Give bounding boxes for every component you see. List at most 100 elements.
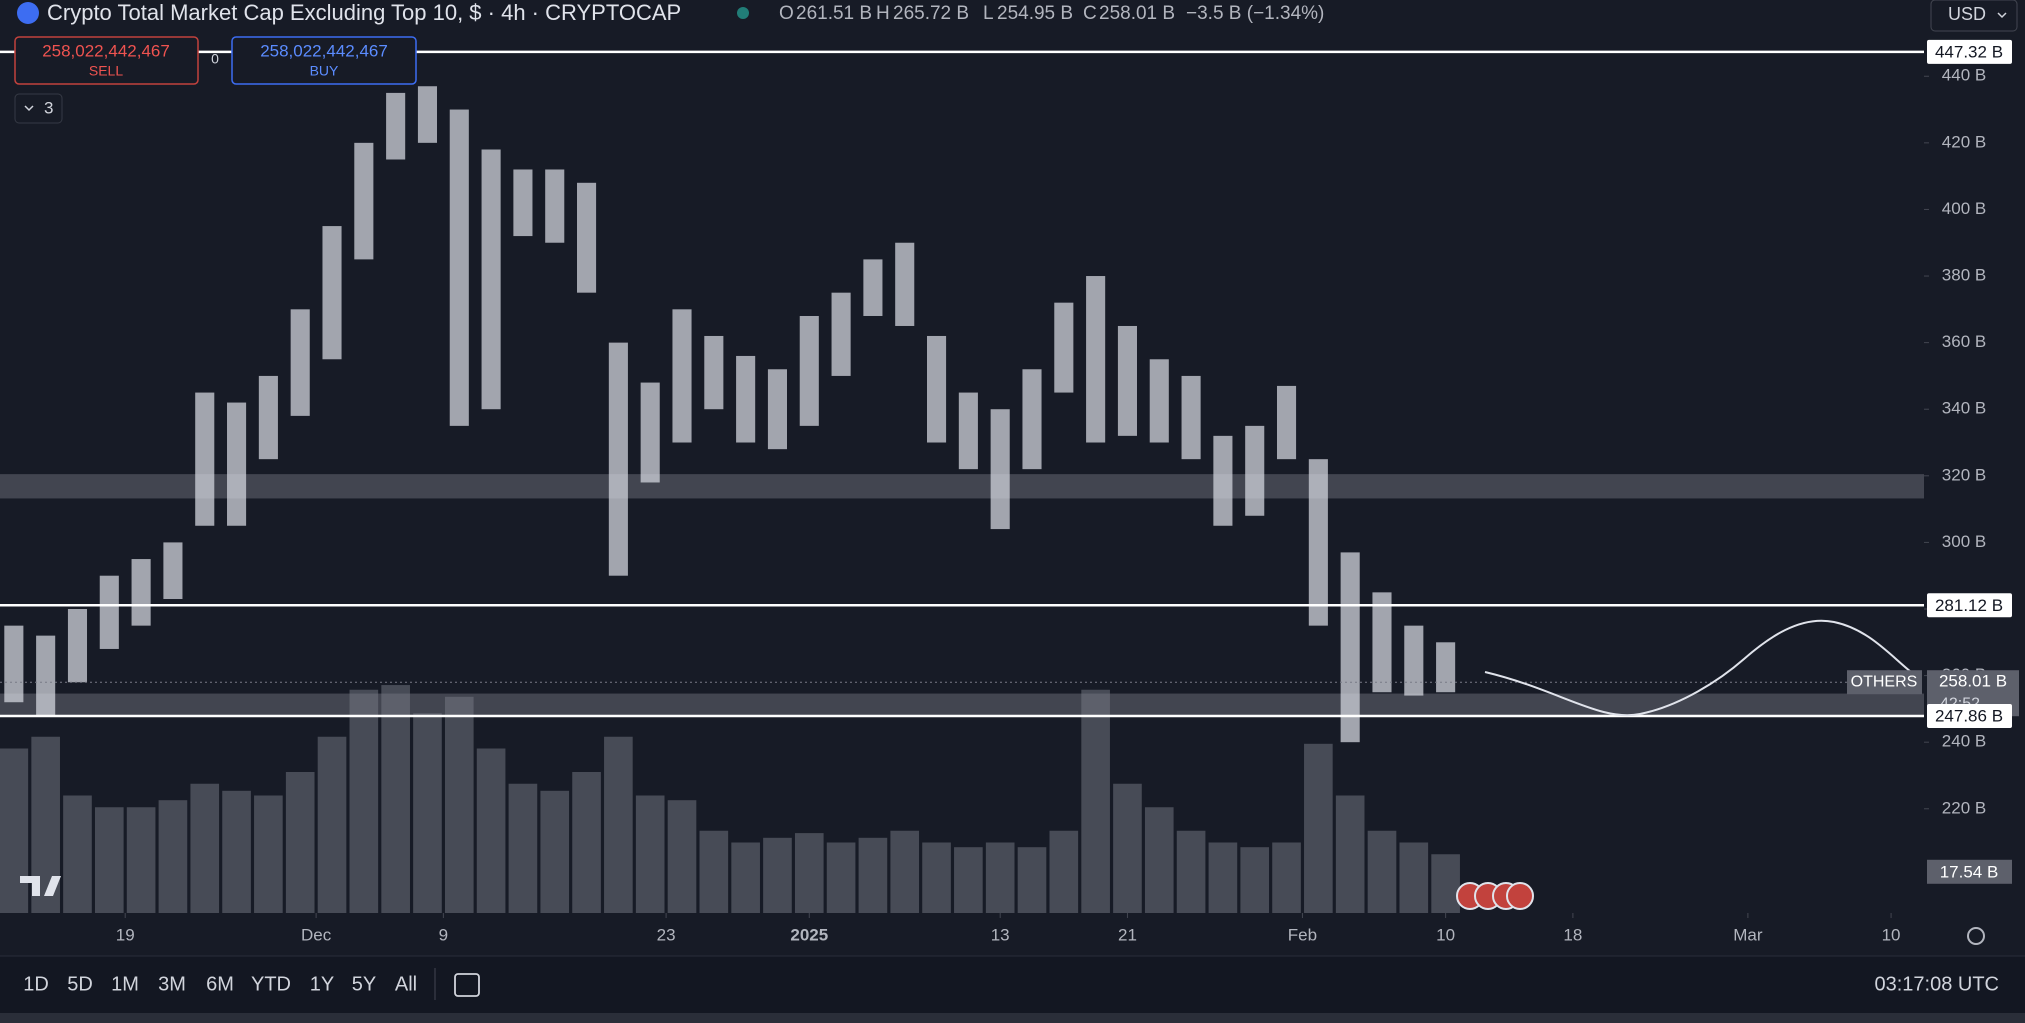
- volume-bar: [635, 795, 665, 913]
- x-tick-label: 10: [1882, 925, 1901, 944]
- candle: [1022, 369, 1042, 470]
- candle: [672, 309, 692, 443]
- candle: [386, 92, 406, 160]
- range-button[interactable]: 5D: [67, 973, 93, 995]
- toolbar: [0, 956, 2025, 1013]
- volume-bar: [476, 748, 506, 913]
- candle: [1372, 592, 1392, 693]
- level-label: 247.86 B: [1935, 707, 2003, 726]
- volume-bar: [1367, 830, 1397, 913]
- volume-bar: [858, 837, 888, 913]
- ohlc-label: C: [1083, 3, 1097, 24]
- volume-bar: [1335, 795, 1365, 913]
- candle: [290, 309, 310, 416]
- range-button[interactable]: 6M: [206, 973, 234, 995]
- candle: [1117, 325, 1137, 436]
- volume-label: 17.54 B: [1940, 862, 1999, 881]
- calendar-button[interactable]: [454, 973, 480, 997]
- volume-bar: [1017, 847, 1047, 913]
- volume-bar: [413, 713, 442, 913]
- volume-bar: [381, 685, 410, 913]
- candle: [799, 315, 819, 426]
- volume-bar: [126, 807, 156, 913]
- forecast-drawing: [1484, 619, 1912, 717]
- volume-bar: [349, 689, 379, 913]
- candle: [736, 355, 756, 443]
- candle: [990, 409, 1010, 530]
- volume-bar: [1272, 842, 1301, 913]
- volume-bar: [826, 842, 856, 913]
- range-button[interactable]: All: [395, 973, 417, 995]
- volume-bar: [285, 772, 315, 913]
- indicators-count[interactable]: 3: [44, 98, 53, 117]
- y-tick-label: 440 B: [1942, 66, 1986, 85]
- level-label-box: [1927, 593, 2012, 618]
- volume-bar: [254, 795, 283, 913]
- currency-label[interactable]: USD: [1948, 4, 1986, 24]
- zone: [0, 693, 1924, 717]
- volume-bar: [444, 696, 474, 913]
- candle: [1086, 276, 1106, 443]
- candle: [163, 542, 183, 600]
- event-flag[interactable]: [1506, 882, 1534, 910]
- candle: [1213, 435, 1233, 526]
- candle: [131, 559, 151, 626]
- candle: [195, 392, 215, 526]
- level-label: 447.32 B: [1935, 42, 2003, 61]
- candle: [545, 169, 565, 243]
- volume-bar: [1176, 830, 1206, 913]
- y-tick-label: 360 B: [1942, 332, 1986, 351]
- candle: [1308, 459, 1328, 626]
- range-button[interactable]: 1Y: [310, 973, 334, 995]
- volume-bar: [794, 833, 824, 913]
- x-tick-label: 2025: [790, 925, 828, 944]
- buy-button[interactable]: [231, 36, 417, 85]
- ohlc-value: 261.51 B: [796, 3, 872, 24]
- sell-button[interactable]: [14, 36, 199, 85]
- settings-button[interactable]: [1967, 927, 1985, 945]
- x-tick-label: 21: [1118, 925, 1137, 944]
- ohlc-value: 265.72 B: [893, 3, 969, 24]
- level-label-box: [1927, 704, 2012, 729]
- symbol-label: OTHERS: [1851, 673, 1918, 690]
- last-price-label: 258.01 B: [1939, 672, 2007, 691]
- sell-label[interactable]: SELL: [89, 63, 123, 79]
- volume-bar: [1208, 842, 1238, 913]
- candle: [36, 635, 56, 716]
- level-label: 281.12 B: [1935, 596, 2003, 615]
- candle: [322, 226, 342, 360]
- volume-bar: [222, 790, 251, 913]
- range-button[interactable]: 1D: [23, 973, 49, 995]
- x-tick-label: Feb: [1288, 925, 1317, 944]
- candle: [1245, 425, 1265, 516]
- volume-bar: [1144, 807, 1174, 913]
- candle: [1054, 302, 1074, 393]
- volume-bar: [0, 748, 29, 913]
- buy-price[interactable]: 258,022,442,467: [260, 41, 388, 60]
- y-tick-label: 300 B: [1942, 532, 1986, 551]
- y-tick-label: 220 B: [1942, 798, 1986, 817]
- range-button[interactable]: 3M: [158, 973, 186, 995]
- volume-bar: [922, 842, 951, 913]
- volume-bar: [667, 800, 697, 913]
- range-button[interactable]: 5Y: [352, 973, 376, 995]
- buy-label[interactable]: BUY: [310, 63, 339, 79]
- indicators-toggle[interactable]: [14, 93, 63, 124]
- x-tick-label: Dec: [301, 925, 332, 944]
- market-status: [737, 7, 749, 19]
- candle: [927, 335, 947, 443]
- range-button[interactable]: YTD: [251, 973, 291, 995]
- plot: [0, 50, 1924, 913]
- candle: [608, 342, 628, 576]
- bottom-strip: [0, 1013, 2025, 1023]
- candle: [513, 169, 533, 237]
- volume-bar: [1113, 783, 1142, 913]
- volume-bar: [731, 842, 760, 913]
- sell-price[interactable]: 258,022,442,467: [42, 41, 170, 60]
- volume-bar: [1399, 842, 1429, 913]
- currency-button[interactable]: [1930, 0, 2018, 32]
- range-button[interactable]: 1M: [111, 973, 139, 995]
